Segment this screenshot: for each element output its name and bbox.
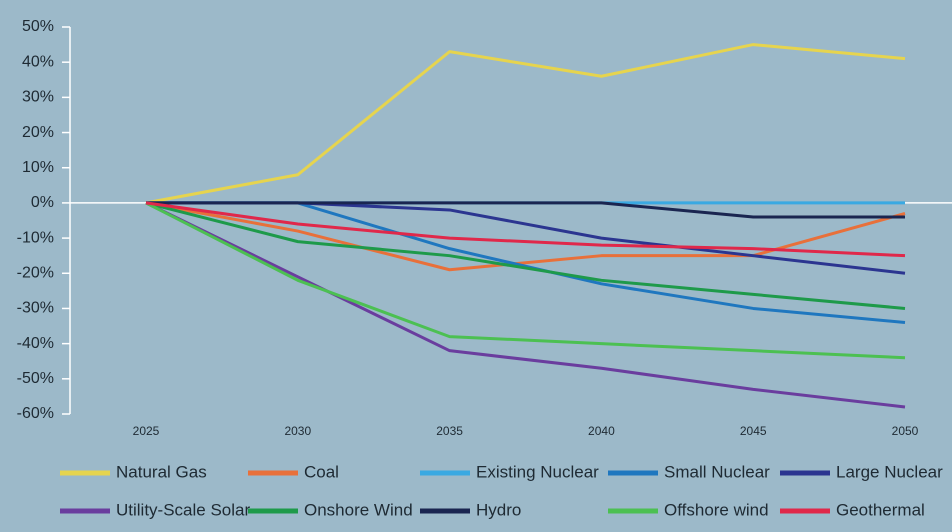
legend-label: Coal [304,462,339,481]
legend-label: Geothermal [836,500,925,519]
y-tick-label: -50% [17,370,54,387]
x-tick-label: 2035 [436,424,463,438]
series-line [145,43,906,205]
legend-label: Utility-Scale Solar [116,500,250,519]
y-tick-label: -40% [17,335,54,352]
y-tick-label: -10% [17,229,54,246]
series-line [145,201,906,360]
y-tick-label: 10% [22,159,54,176]
y-tick-label: -20% [17,264,54,281]
y-tick-label: 30% [22,89,54,106]
y-tick-label: 20% [22,124,54,141]
legend-label: Existing Nuclear [476,462,599,481]
legend-label: Natural Gas [116,462,207,481]
series-line [146,201,905,219]
y-tick-label: -30% [17,300,54,317]
series-line [145,201,906,409]
y-tick-label: 0% [31,194,54,211]
series-line [145,201,906,258]
legend-label: Hydro [476,500,521,519]
legend-label: Offshore wind [664,500,769,519]
y-tick-label: 50% [22,18,54,35]
x-tick-label: 2045 [740,424,767,438]
legend-label: Onshore Wind [304,500,413,519]
x-tick-label: 2030 [284,424,311,438]
x-tick-label: 2025 [133,424,160,438]
legend-label: Large Nuclear [836,462,943,481]
x-tick-label: 2040 [588,424,615,438]
y-tick-label: -60% [17,405,54,422]
x-tick-label: 2050 [892,424,919,438]
y-tick-label: 40% [22,53,54,70]
legend-label: Small Nuclear [664,462,770,481]
series-line [145,201,906,310]
